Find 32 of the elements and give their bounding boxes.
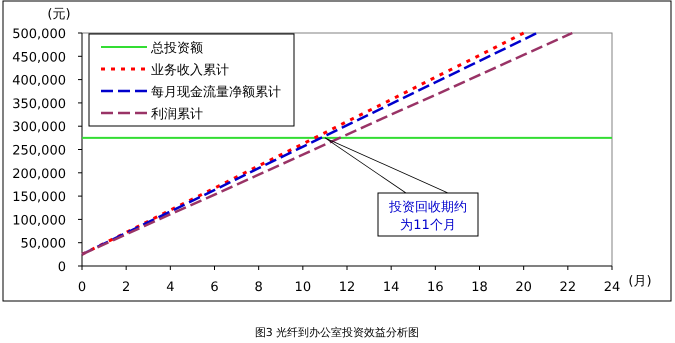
y-tick-label: 50,000 <box>20 236 66 252</box>
y-tick-label: 300,000 <box>12 120 66 136</box>
y-axis-title: (元) <box>47 7 71 22</box>
y-tick-label: 100,000 <box>12 213 66 228</box>
text: 图3 光纤到办公室投资效益分析图 <box>254 326 420 339</box>
legend-label: 总投资额 <box>150 41 203 56</box>
x-axis-title: (月) <box>628 274 652 289</box>
x-tick-label: 8 <box>254 280 263 295</box>
x-tick-label: 22 <box>560 280 576 295</box>
y-tick-label: 150,000 <box>12 190 66 206</box>
x-tick-label: 4 <box>166 280 174 295</box>
y-tick-label: 200,000 <box>12 166 66 182</box>
x-tick-label: 14 <box>382 280 400 295</box>
y-tick-label: 0 <box>58 260 66 275</box>
x-tick-label: 12 <box>338 280 356 295</box>
legend-label: 每月现金流量净额累计 <box>151 84 281 100</box>
y-tick-label: 250,000 <box>12 144 66 158</box>
legend-label: 利润累计 <box>151 107 203 122</box>
y-tick-label: 400,000 <box>12 74 66 89</box>
y-tick-label: 500,000 <box>12 27 66 42</box>
annotation: 投资回收期约为11个月 <box>388 200 467 233</box>
x-tick-label: 24 <box>604 280 620 295</box>
x-tick-label: 6 <box>210 280 219 295</box>
x-tick-label: 16 <box>427 280 444 295</box>
x-tick-label: 2 <box>122 280 130 295</box>
x-tick-label: 10 <box>294 280 312 295</box>
x-tick-label: 18 <box>471 280 488 295</box>
y-tick-label: 450,000 <box>12 50 66 66</box>
x-tick-label: 20 <box>515 280 532 295</box>
legend-label: 业务收入累计 <box>151 63 229 78</box>
x-tick-label: 0 <box>78 280 86 295</box>
y-tick-label: 350,000 <box>12 96 66 112</box>
